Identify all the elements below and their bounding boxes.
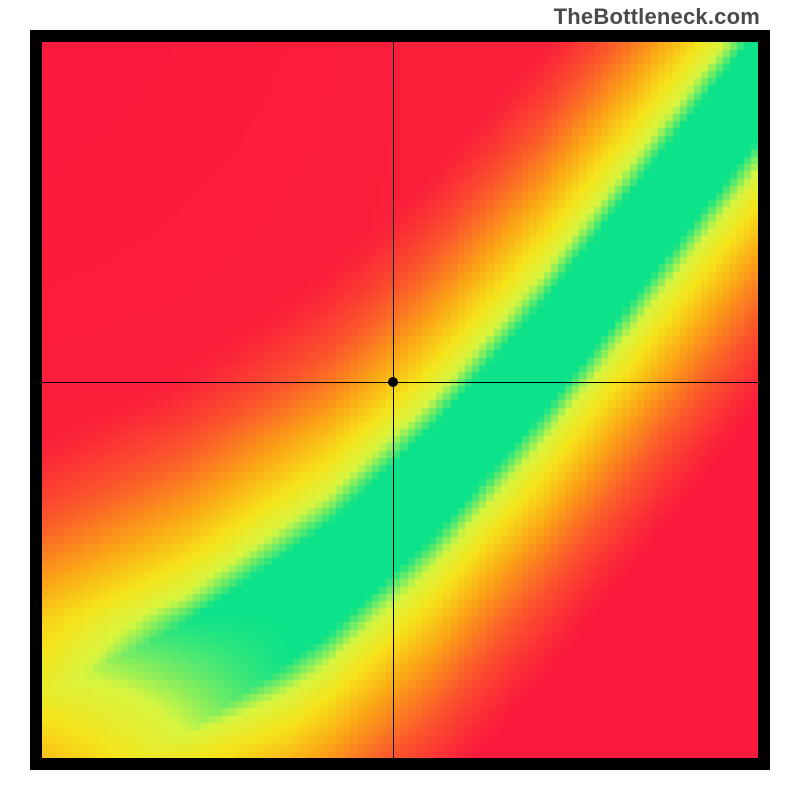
crosshair-horizontal xyxy=(42,382,758,383)
plot-area xyxy=(42,42,758,758)
crosshair-point xyxy=(388,377,398,387)
watermark-text: TheBottleneck.com xyxy=(554,4,760,30)
heatmap-canvas xyxy=(42,42,758,758)
plot-frame xyxy=(30,30,770,770)
chart-container: TheBottleneck.com xyxy=(0,0,800,800)
crosshair-vertical xyxy=(393,42,394,758)
